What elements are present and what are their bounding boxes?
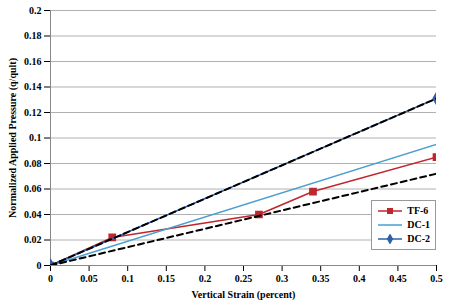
svg-text:0.2: 0.2 — [199, 273, 212, 284]
svg-text:0.1: 0.1 — [29, 132, 42, 143]
svg-text:0.2: 0.2 — [29, 5, 42, 16]
svg-text:0: 0 — [37, 260, 42, 271]
svg-text:0.08: 0.08 — [24, 158, 42, 169]
svg-text:0.06: 0.06 — [24, 183, 42, 194]
svg-text:0.45: 0.45 — [389, 273, 407, 284]
svg-text:Normalized Applied Pressure (q: Normalized Applied Pressure (q/qult) — [7, 58, 19, 218]
svg-text:0: 0 — [48, 273, 53, 284]
svg-text:0.35: 0.35 — [312, 273, 330, 284]
svg-text:0.04: 0.04 — [24, 209, 42, 220]
svg-text:0.18: 0.18 — [24, 30, 42, 41]
svg-text:0.16: 0.16 — [24, 56, 42, 67]
svg-text:0.14: 0.14 — [24, 81, 42, 92]
svg-text:0.05: 0.05 — [80, 273, 98, 284]
svg-text:Vertical Strain (percent): Vertical Strain (percent) — [192, 289, 296, 301]
svg-text:0.12: 0.12 — [24, 107, 42, 118]
html-text:DC-1: DC-1 — [407, 219, 430, 230]
svg-text:0.3: 0.3 — [276, 273, 289, 284]
html-text:DC-2: DC-2 — [407, 233, 430, 244]
svg-text:0.15: 0.15 — [158, 273, 176, 284]
html-text:TF-6: TF-6 — [407, 205, 429, 216]
svg-text:0.1: 0.1 — [121, 273, 134, 284]
svg-text:0.4: 0.4 — [353, 273, 366, 284]
svg-text:0.25: 0.25 — [235, 273, 253, 284]
svg-text:0.02: 0.02 — [24, 234, 42, 245]
svg-text:0.5: 0.5 — [430, 273, 443, 284]
